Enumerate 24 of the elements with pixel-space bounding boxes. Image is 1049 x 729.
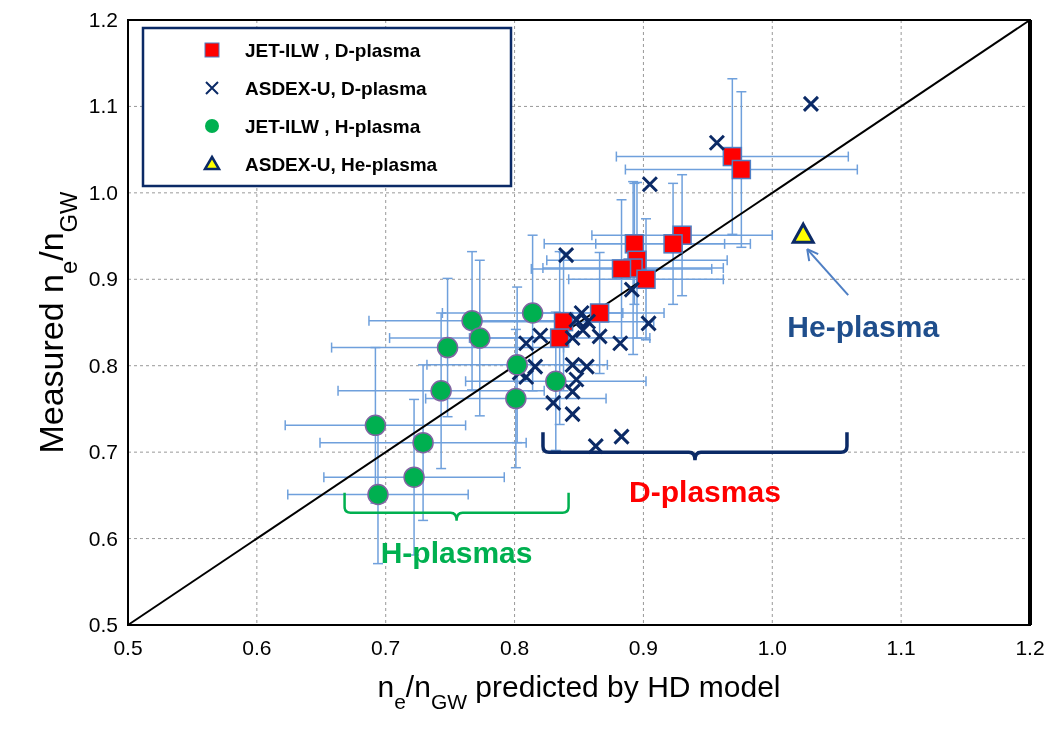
y-tick-label: 0.9 (88, 267, 118, 291)
legend-label: ASDEX-U, He-plasma (245, 154, 438, 175)
x-tick-label: 0.5 (113, 636, 143, 659)
x-axis-title: n$_{e}$/n$_{GW}$ predicted by HD model (377, 670, 781, 713)
x-tick-label: 1.1 (886, 636, 916, 659)
annotation: H-plasmas (380, 535, 533, 569)
x-tick-label: 0.7 (371, 636, 401, 659)
y-tick-label: 0.7 (88, 440, 118, 464)
y-tick-label: 0.6 (88, 526, 118, 550)
y-tick-label: 0.8 (88, 353, 118, 377)
legend-label: JET-ILW , D-plasma (245, 40, 421, 61)
annotation: D-plasmas (629, 475, 781, 509)
x-tick-label: 0.8 (499, 636, 530, 659)
y-tick-label: 1.1 (88, 94, 118, 118)
x-tick-label: 1.0 (757, 636, 787, 659)
x-tick-label: 1.2 (1015, 636, 1045, 659)
x-tick-label: 0.9 (628, 636, 659, 659)
x-tick-label: 0.6 (242, 636, 272, 659)
annotation: He-plasma (787, 310, 940, 344)
y-tick-label: 1.0 (88, 180, 118, 204)
legend-label: ASDEX-U, D-plasma (245, 78, 428, 99)
legend-label: JET-ILW , H-plasma (245, 116, 421, 137)
y-tick-label: 0.5 (88, 613, 118, 636)
y-tick-label: 1.2 (88, 8, 118, 31)
